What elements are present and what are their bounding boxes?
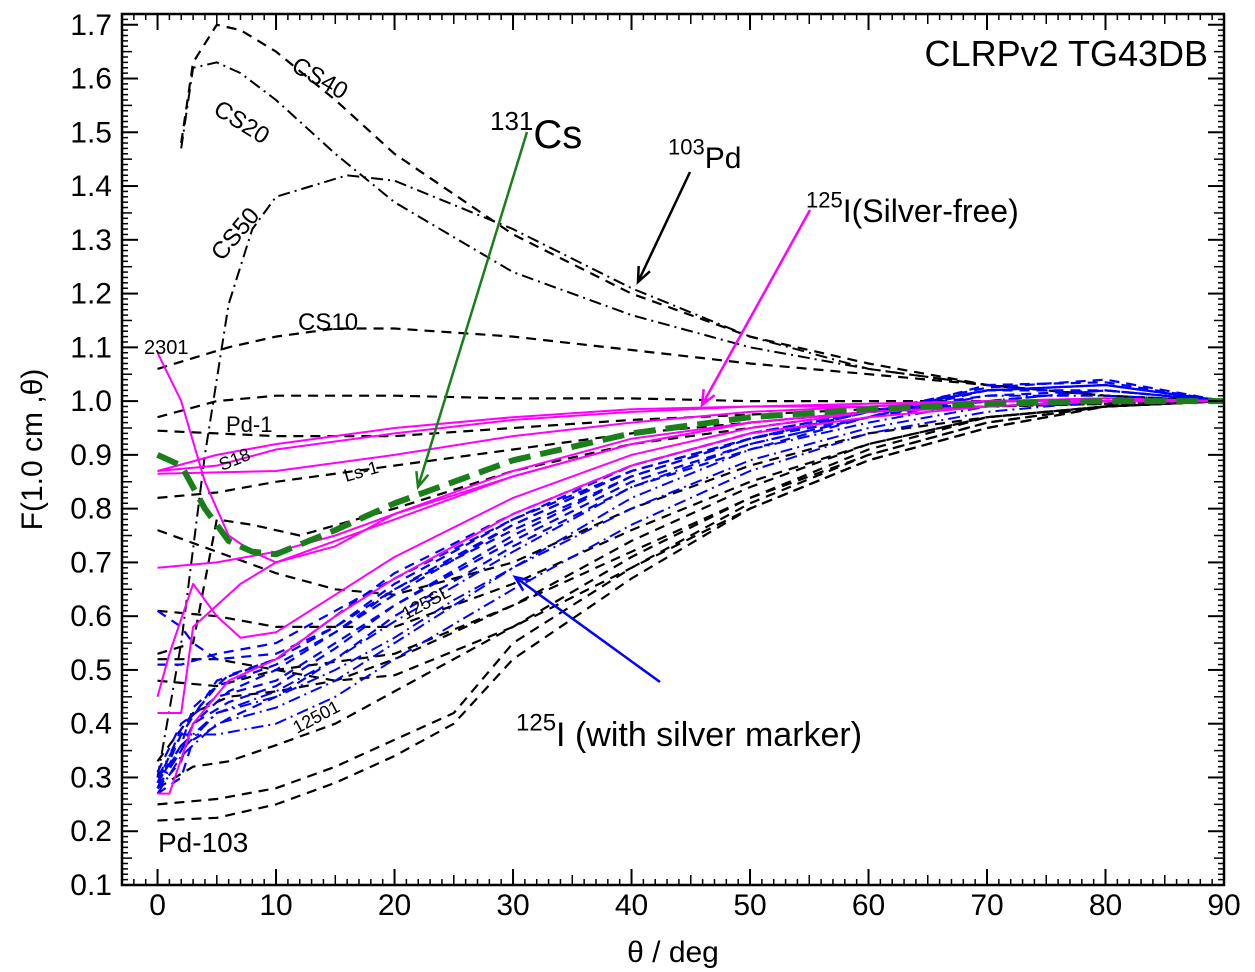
x-tick-label: 70	[970, 889, 1003, 922]
series-line-i125_silver-9	[156, 389, 1225, 773]
y-tick-label: 1.5	[70, 116, 112, 149]
i125-silver-arrow-head	[512, 575, 531, 592]
y-tick-label: 0.2	[70, 815, 112, 848]
y-tick-label: 1.0	[70, 385, 112, 418]
series-line-pd103-13	[156, 400, 1225, 790]
series-line-i125_silver_free-6	[156, 400, 1224, 698]
pd103-arrow	[636, 171, 692, 283]
series-line-i125_silver-2	[156, 400, 1224, 661]
series-line-pd103-10	[157, 400, 1225, 688]
y-tick-label: 0.8	[70, 493, 112, 526]
annotation-i125sf-sup: 125	[806, 188, 843, 213]
i125-silver-arrow	[514, 575, 661, 684]
series-line-i125_silver-6	[156, 381, 1225, 779]
y-tick-label: 1.7	[70, 9, 112, 42]
series-line-i125_silver-12	[156, 394, 1225, 789]
pd103-arrow-head	[636, 265, 651, 285]
y-tick-label: 1.6	[70, 63, 112, 96]
cs131-arrow-head	[415, 470, 430, 491]
axis-ticks	[122, 14, 1225, 886]
y-tick-label: 1.2	[70, 278, 112, 311]
annotation-Pd1: Pd-1	[226, 412, 272, 437]
x-tick-label: 80	[1089, 889, 1122, 922]
y-tick-label: 0.4	[70, 708, 112, 741]
y-tick-label: 0.3	[70, 761, 112, 794]
series-line-i125_silver_free-7	[157, 400, 1224, 795]
annotation-pd103-sup: 103	[668, 135, 705, 160]
annotation-cs131-sup: 131	[490, 106, 533, 136]
annotation-cs131: 131Cs	[490, 106, 582, 157]
annotation-pd103: 103Pd	[668, 135, 741, 176]
annotation-title: CLRPv2 TG43DB	[925, 33, 1208, 74]
y-tick-label: 1.4	[70, 170, 112, 203]
y-tick-label: 0.5	[70, 654, 112, 687]
annotation-i125s: 125I (with silver marker)	[516, 710, 862, 754]
annotation-pd103-text: Pd	[705, 142, 742, 175]
annotation-i125s-sup: 125	[516, 710, 556, 737]
series-line-i125_silver-4	[156, 389, 1225, 784]
x-tick-label: 60	[852, 889, 885, 922]
plot-curves	[156, 23, 1225, 822]
x-tick-label: 10	[259, 889, 292, 922]
i125-silver-free-arrow-head	[700, 388, 716, 408]
series-line-i125_silver-1	[156, 400, 1224, 778]
annotation-CS50: CS50	[206, 203, 265, 266]
series-line-pd103-14	[157, 400, 1225, 806]
annotation-Pd103: Pd-103	[158, 827, 248, 858]
x-tick-label: 30	[496, 889, 529, 922]
series-line-i125_silver-3	[157, 389, 1225, 666]
x-axis-label: θ / deg	[627, 936, 719, 969]
annotation-CS10: CS10	[298, 309, 358, 336]
series-line-pd103-2	[156, 174, 1225, 778]
series-line-pd103-15	[157, 400, 1225, 822]
annotation-arrows	[415, 131, 812, 684]
x-tick-label: 0	[149, 889, 166, 922]
series-line-i125_silver_free-5	[157, 400, 1224, 714]
series-line-cs131-0	[156, 398, 1224, 558]
y-tick-label: 0.7	[70, 546, 112, 579]
annotation-CS40: CS40	[287, 52, 353, 105]
i125-silver-free-arrow	[700, 209, 812, 406]
annotation-CS20: CS20	[209, 95, 274, 150]
series-line-pd103-1	[180, 61, 1225, 403]
series-line-pd103-3	[157, 327, 1225, 403]
x-tick-label: 20	[378, 889, 411, 922]
annotation-i125sf: 125I(Silver-free)	[806, 188, 1019, 229]
y-tick-label: 0.1	[70, 869, 112, 902]
y-tick-label: 0.9	[70, 439, 112, 472]
y-axis-label: F(1.0 cm ,θ)	[16, 369, 49, 531]
x-tick-label: 40	[615, 889, 648, 922]
annotation-i125sf-text: I(Silver-free)	[843, 193, 1019, 229]
x-tick-label: 50	[733, 889, 766, 922]
cs131-arrow	[416, 131, 529, 488]
series-line-pd103-12	[156, 400, 1225, 762]
y-tick-label: 1.1	[70, 331, 112, 364]
axis-tick-labels: 0 10 20 30 40 50 60 70 80 90 0.1 0.2 0.3 0.4 0.5 0.6 0.7…	[70, 9, 1240, 922]
x-tick-label: 90	[1207, 889, 1240, 922]
annotation-i125s-text: I (with silver marker)	[556, 716, 862, 754]
y-tick-label: 1.3	[70, 224, 112, 257]
y-tick-label: 0.6	[70, 600, 112, 633]
annotation-cs131-text: Cs	[533, 113, 582, 157]
annotation-2301: 2301	[144, 337, 189, 359]
